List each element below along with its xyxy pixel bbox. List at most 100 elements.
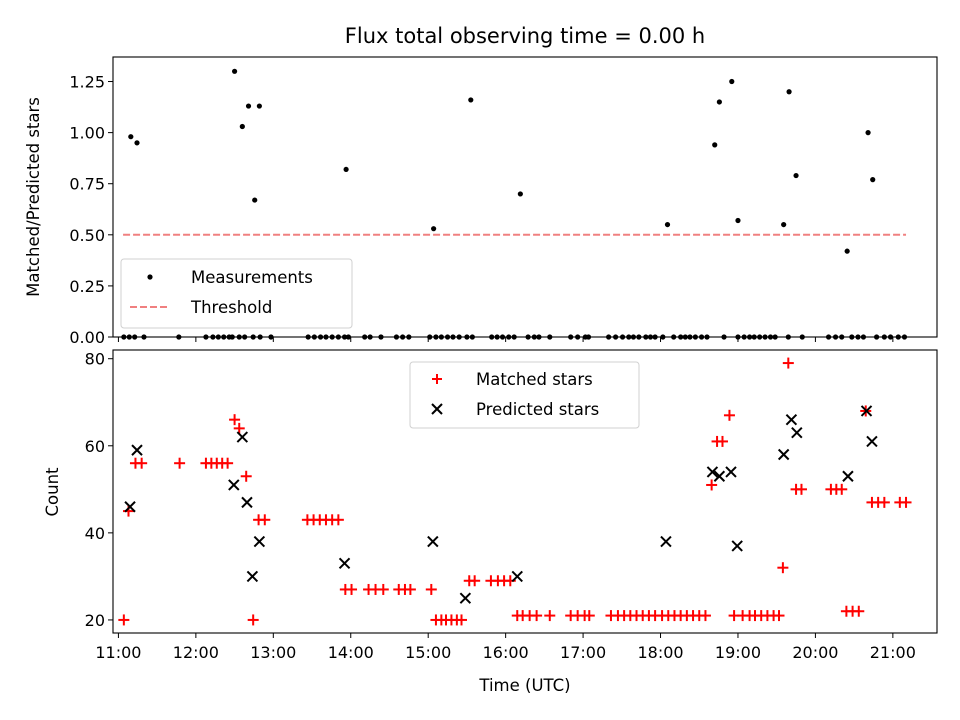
legend-predicted-label: Predicted stars [476, 400, 599, 419]
matched-stars-point [455, 614, 467, 626]
matched-stars-point [136, 457, 148, 469]
measurement-point [343, 166, 349, 173]
predicted-stars-point [241, 496, 253, 509]
legend-predicted-marker [431, 403, 443, 415]
matched-stars-point [233, 422, 245, 434]
predicted-stars-point [842, 470, 854, 482]
x-tick-label: 18:00 [637, 643, 683, 662]
legend-matched-label: Matched stars [476, 370, 593, 389]
predicted-stars-point [725, 466, 737, 478]
measurement-point [870, 177, 876, 183]
predicted-stars-point [131, 444, 143, 456]
measurement-point [865, 130, 871, 136]
predicted-stars-point [338, 557, 351, 570]
y-tick-label: 0.75 [69, 175, 105, 194]
bottom-legend-box [409, 361, 640, 429]
matched-stars-point [706, 479, 718, 491]
x-tick-label: 16:00 [483, 643, 529, 662]
top-legend-box [120, 258, 353, 329]
x-tick-label: 15:00 [405, 643, 451, 662]
measurement-point [134, 140, 140, 146]
legend-matched-marker [432, 374, 442, 384]
bottom-legend: Matched stars Predicted stars [409, 361, 640, 429]
y-tick-label: 80 [85, 350, 105, 369]
matched-stars-point [222, 457, 234, 469]
measurement-point [468, 97, 474, 103]
measurement-point [252, 197, 258, 203]
measurement-point [664, 221, 671, 228]
predicted-stars-point [228, 479, 240, 491]
matched-stars-point [332, 514, 344, 526]
measurement-point [781, 221, 787, 228]
predicted-stars-point [427, 535, 439, 548]
y-tick-label: 1.25 [69, 73, 105, 92]
y-tick-label: 40 [85, 524, 105, 543]
measurement-point [786, 89, 792, 95]
x-tick-label: 17:00 [560, 643, 606, 662]
matched-stars-point [544, 610, 556, 622]
predicted-stars-point [124, 501, 136, 513]
bottom-plot-area [118, 357, 912, 626]
matched-stars-point [425, 583, 437, 595]
legend-measurements-marker [147, 274, 153, 280]
measurement-point [128, 134, 134, 140]
matched-stars-point [404, 583, 416, 595]
measurement-point [245, 103, 252, 109]
top-legend: Measurements Threshold [120, 258, 353, 329]
bottom-x-axis-label: Time (UTC) [478, 676, 570, 695]
predicted-stars-point [459, 592, 472, 604]
predicted-stars-point [706, 466, 719, 478]
predicted-stars-point [246, 570, 259, 583]
predicted-stars-point [713, 470, 726, 482]
predicted-stars-point [253, 535, 266, 548]
legend-threshold-label: Threshold [190, 298, 272, 317]
matched-stars-point [900, 496, 912, 508]
measurement-point [712, 142, 718, 148]
measurement-point [239, 123, 245, 130]
bottom-y-axis: 20 40 60 80 [85, 350, 113, 630]
measurement-point [716, 99, 722, 105]
top-y-axis: 0.00 0.25 0.50 0.75 1.00 1.25 [69, 73, 113, 347]
y-tick-label: 0.00 [69, 328, 105, 347]
predicted-stars-point [731, 540, 743, 552]
matched-stars-point [174, 457, 186, 469]
predicted-stars-point [660, 535, 672, 548]
matched-stars-point [583, 610, 595, 622]
matched-stars-point [118, 614, 130, 626]
x-tick-label: 21:00 [870, 643, 916, 662]
matched-stars-point [782, 357, 794, 369]
matched-stars-point [878, 496, 890, 508]
predicted-stars-point [236, 431, 249, 443]
matched-stars-point [259, 514, 271, 526]
matched-stars-point [699, 610, 711, 622]
matched-stars-point [795, 483, 807, 495]
matched-stars-point [469, 575, 481, 587]
top-y-axis-label: Matched/Predicted stars [24, 97, 43, 297]
x-tick-label: 11:00 [95, 643, 141, 662]
matched-stars-point [377, 583, 389, 595]
predicted-stars-point [511, 570, 523, 583]
matched-stars-point [531, 610, 543, 622]
matched-stars-point [723, 409, 735, 421]
x-tick-label: 19:00 [715, 643, 761, 662]
matched-stars-point [716, 435, 728, 447]
predicted-stars-point [860, 405, 873, 417]
measurement-point [517, 191, 523, 197]
measurement-point [256, 103, 262, 109]
matched-stars-point [777, 562, 789, 574]
measurement-point [844, 248, 850, 254]
matched-stars-point [346, 583, 358, 595]
y-tick-label: 0.50 [69, 226, 105, 245]
predicted-stars-point [866, 435, 878, 448]
predicted-stars-point [785, 413, 798, 426]
x-tick-label: 20:00 [792, 643, 838, 662]
y-tick-label: 1.00 [69, 124, 105, 143]
matched-stars-point [853, 605, 865, 617]
matched-stars-point [247, 614, 259, 626]
bottom-plot-frame [112, 349, 938, 634]
matched-stars-point [240, 470, 252, 482]
measurement-point [431, 226, 437, 232]
y-tick-label: 20 [85, 611, 105, 630]
measurement-point [231, 68, 238, 74]
